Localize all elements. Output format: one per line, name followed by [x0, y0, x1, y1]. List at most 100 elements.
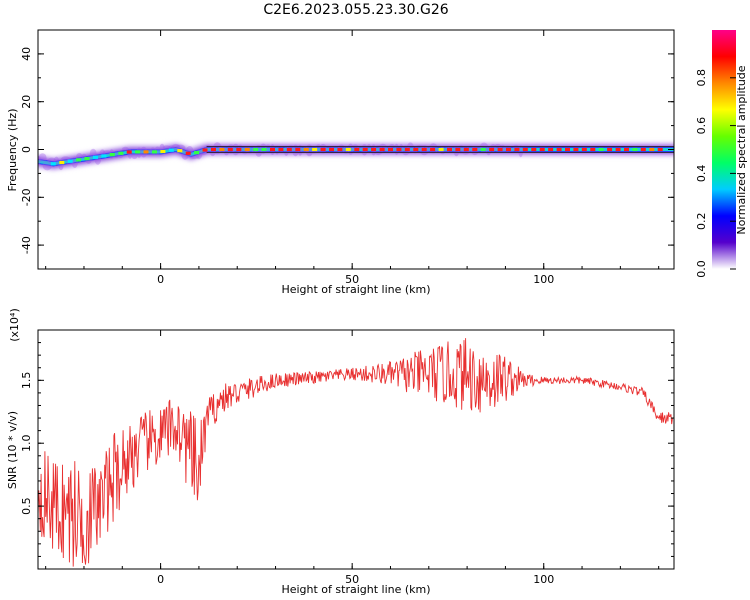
spectrogram-ridge-cell	[177, 149, 183, 153]
snr-plot-area	[38, 330, 674, 569]
colorbar-tick-label: 0.0	[695, 260, 708, 278]
spectrogram-ridge-cell	[497, 147, 503, 152]
spectrogram-ridge-cell	[185, 151, 191, 155]
spectrogram-ridge-cell	[590, 147, 596, 152]
spectrogram-frame	[37, 29, 675, 270]
spectrogram-ridge-cell	[84, 157, 90, 161]
spectrogram-ridge-cell	[565, 147, 570, 152]
spectrogram-ridge-cell	[556, 147, 562, 152]
colorbar: 0.0 0.2 0.4 0.6 0.8 Normalized spectral ampl…	[695, 30, 748, 278]
spectrogram-ridge-cell	[109, 153, 115, 157]
spectrogram-blob	[122, 146, 129, 151]
spectrogram-ridge-cell	[430, 147, 436, 152]
spectrogram-ridge-cell	[362, 147, 368, 152]
spectrogram-ridge-cell	[371, 147, 377, 152]
spectrogram-ridge-cell	[480, 147, 486, 152]
colorbar-tick-label: 0.4	[695, 165, 708, 183]
spectrogram-ridge-cell	[463, 147, 469, 152]
spectrogram-ridge-cell	[388, 147, 393, 152]
spectrogram-ridge-cell	[219, 147, 225, 152]
spectrogram-ridge-cell	[303, 147, 309, 152]
spectrogram-ridge-cell	[202, 148, 208, 152]
spectrogram-ridge-cell	[514, 147, 520, 152]
spectrogram-ridge-cell	[455, 147, 461, 152]
spectrogram-ridge-cell	[312, 147, 318, 152]
spectrogram-ridge-cell	[168, 148, 174, 152]
spectrogram-y-tick-label: 20	[20, 95, 33, 109]
spectrogram-ridge-cell	[143, 150, 149, 154]
spectrogram-ridge-cell	[345, 147, 351, 152]
spectrogram-x-tick-label: 50	[345, 273, 359, 286]
spectrogram-y-tick-label: -20	[20, 188, 33, 206]
spectrogram-y-axis-label: Frequency (Hz)	[6, 109, 19, 192]
spectrogram-ridge-cell	[67, 159, 73, 163]
spectrogram-panel: 0 50 100 -40 -20 0 20 40 Height of straight lin…	[6, 29, 675, 296]
spectrogram-x-tick-label: 100	[533, 273, 554, 286]
spectrogram-ridge-cell	[615, 147, 621, 152]
spectrogram-ridge-cell	[118, 151, 124, 155]
spectrogram-blob	[38, 155, 41, 165]
spectrogram-y-tick-label: -40	[20, 236, 33, 254]
spectrogram-ridge-cell	[573, 147, 579, 152]
snr-panel: 0 50 100 0.5 1.0 1.5 Height of straight line …	[6, 308, 675, 596]
chart-title: C2E6.2023.055.23.30.G26	[263, 2, 449, 18]
spectrogram-ridge-cell	[421, 147, 427, 152]
spectrogram-ridge-cell	[160, 149, 166, 154]
spectrogram-ridge-cell	[649, 147, 655, 152]
spectrogram-ridge-cell	[270, 147, 275, 152]
spectrogram-ridge-cell	[244, 147, 250, 152]
spectrogram-blob	[457, 145, 465, 154]
spectrogram-ridge-cell	[236, 147, 242, 152]
spectrogram-y-tick-label: 0	[20, 146, 33, 153]
snr-x-tick-label: 0	[157, 573, 164, 586]
spectrogram-ridge-cell	[135, 150, 141, 154]
spectrogram-blob	[366, 144, 372, 152]
spectrogram-ridge-cell	[93, 155, 98, 159]
spectrogram-blob	[305, 144, 313, 157]
spectrogram-ridge-cell	[320, 147, 326, 152]
spectrogram-ridge-cell	[581, 147, 587, 152]
snr-y-tick-label: 1.5	[20, 372, 33, 390]
spectrogram-ridge-cell	[261, 147, 267, 152]
spectrogram-ridge-cell	[598, 147, 604, 152]
spectrogram-ridge-cell	[379, 147, 385, 152]
spectrogram-ridge-cell	[50, 162, 56, 166]
spectrogram-blob	[189, 154, 200, 160]
spectrogram-ridge-cell	[194, 151, 200, 155]
spectrogram-y-tick-label: 40	[20, 47, 33, 61]
spectrogram-ridge-cell	[438, 147, 444, 152]
spectrogram-blob	[162, 145, 171, 150]
spectrogram-x-tick-label: 0	[157, 273, 164, 286]
colorbar-tick-label: 0.6	[695, 117, 708, 135]
spectrogram-ridge-cell	[548, 147, 554, 152]
spectrogram-ridge-cell	[640, 147, 646, 152]
snr-x-axis-label: Height of straight line (km)	[281, 583, 430, 596]
spectrogram-blob	[102, 150, 112, 156]
spectrogram-x-axis-label: Height of straight line (km)	[281, 283, 430, 296]
spectrogram-ridge-cell	[253, 147, 259, 152]
spectrogram-ridge-cell	[506, 147, 511, 152]
spectrogram-ridge-cell	[472, 147, 478, 152]
spectrogram-blob	[42, 160, 52, 171]
spectrogram-blob	[38, 153, 47, 163]
spectrogram-ridge-cell	[632, 147, 638, 152]
spectrogram-ridge-cell	[396, 147, 402, 152]
spectrogram-ridge-cell	[447, 147, 452, 152]
spectrogram-ridge-cell	[489, 147, 495, 152]
colorbar-gradient	[712, 30, 736, 269]
spectrogram-blob	[171, 143, 180, 151]
spectrogram-ridge-cell	[531, 147, 537, 152]
snr-x-tick-label: 100	[533, 573, 554, 586]
spectrogram-ridge-cell	[607, 147, 613, 152]
spectrogram-ridge-cell	[624, 147, 629, 152]
spectrogram-blob	[131, 152, 138, 160]
spectrogram-ridge-cell	[522, 147, 528, 152]
colorbar-tick-label: 0.2	[695, 212, 708, 230]
spectrogram-ridge-cell	[337, 147, 343, 152]
spectrogram-ridge-cell	[354, 147, 360, 152]
snr-y-tick-label: 0.5	[20, 497, 33, 514]
snr-y-axis-label: SNR (10 * v/v)	[6, 411, 19, 489]
spectrogram-blob	[212, 142, 222, 155]
spectrogram-ridge-cell	[101, 154, 107, 158]
